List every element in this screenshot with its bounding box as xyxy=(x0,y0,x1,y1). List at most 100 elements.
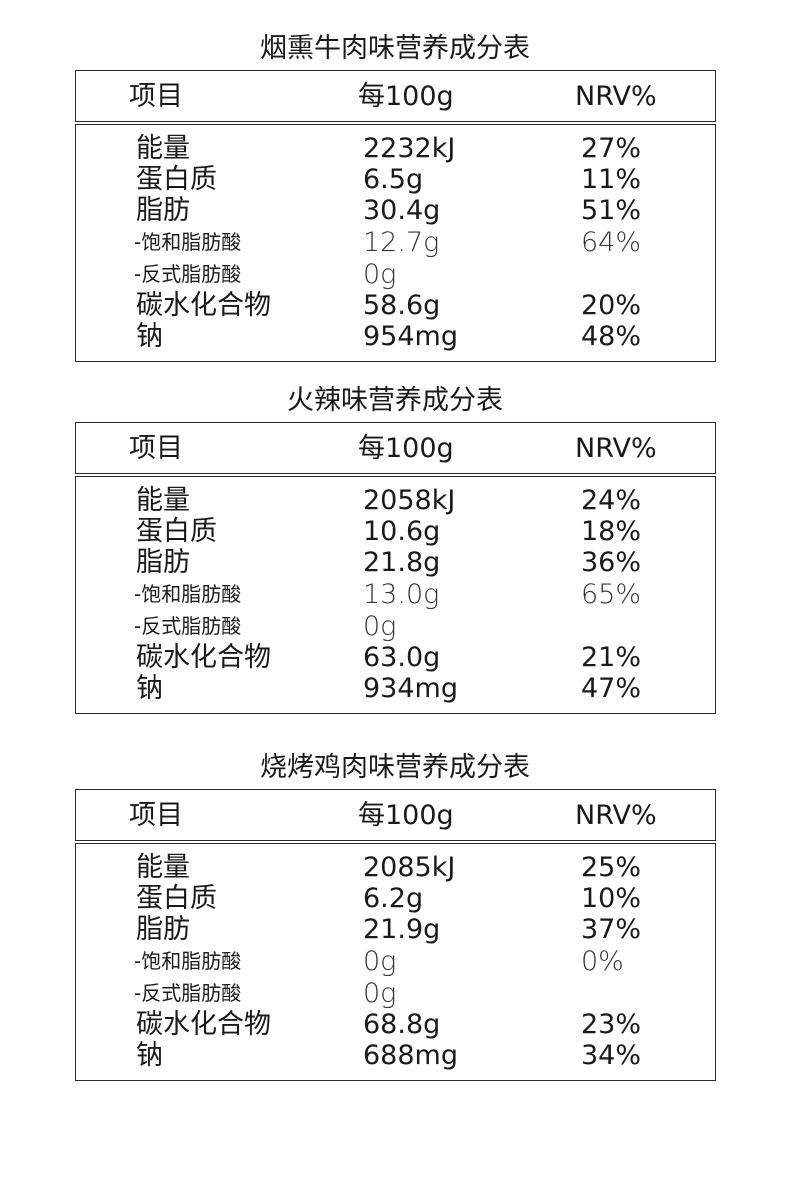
row-nrv: 0% xyxy=(581,946,624,977)
table-row: 脂肪 21.9g 37% xyxy=(76,914,715,945)
row-value: 68.8g xyxy=(363,1009,441,1040)
header-per-100g: 每100g xyxy=(358,800,454,831)
table-header: 项目 每100g NRV% xyxy=(75,789,716,841)
row-name: -饱和脂肪酸 xyxy=(134,949,242,973)
row-nrv: 34% xyxy=(581,1040,642,1071)
table-row: -反式脂肪酸 0g xyxy=(76,611,715,642)
table-row: 能量 2058kJ 24% xyxy=(76,485,715,516)
row-name: 能量 xyxy=(136,485,190,516)
row-value: 10.6g xyxy=(363,516,441,547)
header-nrv: NRV% xyxy=(575,800,657,831)
row-value: 2085kJ xyxy=(363,852,456,883)
row-name: 钠 xyxy=(136,321,163,352)
row-name: 钠 xyxy=(136,673,163,704)
nutrition-table-bbq-chicken: 烧烤鸡肉味营养成分表 项目 每100g NRV% 能量 2085kJ 25% 蛋… xyxy=(0,751,790,1083)
table-body: 能量 2058kJ 24% 蛋白质 10.6g 18% 脂肪 21.8g 36%… xyxy=(75,476,716,714)
row-name: 能量 xyxy=(136,133,190,164)
table-body: 能量 2232kJ 27% 蛋白质 6.5g 11% 脂肪 30.4g 51% … xyxy=(75,124,716,362)
header-nrv: NRV% xyxy=(575,81,657,112)
table-title: 火辣味营养成分表 xyxy=(287,385,503,416)
row-name: 碳水化合物 xyxy=(136,1009,271,1040)
row-value: 21.8g xyxy=(363,547,441,578)
row-name: 脂肪 xyxy=(136,547,190,578)
header-nrv: NRV% xyxy=(575,433,657,464)
row-name: -反式脂肪酸 xyxy=(134,614,242,638)
row-name: -反式脂肪酸 xyxy=(134,981,242,1005)
row-name: 能量 xyxy=(136,852,190,883)
table-row: 脂肪 21.8g 36% xyxy=(76,547,715,578)
row-nrv: 21% xyxy=(581,642,642,673)
row-nrv: 64% xyxy=(581,227,642,258)
row-name: 蛋白质 xyxy=(136,164,217,195)
row-value: 6.2g xyxy=(363,883,424,914)
row-value: 12.7g xyxy=(363,227,440,258)
table-row: 蛋白质 6.2g 10% xyxy=(76,883,715,914)
row-name: 脂肪 xyxy=(136,914,190,945)
header-item: 项目 xyxy=(129,800,183,831)
table-row: 钠 934mg 47% xyxy=(76,673,715,704)
table-row: 碳水化合物 58.6g 20% xyxy=(76,290,715,321)
table-row: 能量 2085kJ 25% xyxy=(76,852,715,883)
row-name: 碳水化合物 xyxy=(136,290,271,321)
table-title: 烧烤鸡肉味营养成分表 xyxy=(260,752,530,783)
row-value: 58.6g xyxy=(363,290,441,321)
row-value: 934mg xyxy=(363,673,458,704)
table-header: 项目 每100g NRV% xyxy=(75,422,716,474)
row-nrv: 36% xyxy=(581,547,642,578)
row-nrv: 27% xyxy=(581,133,642,164)
row-nrv: 23% xyxy=(581,1009,642,1040)
row-value: 954mg xyxy=(363,321,458,352)
row-value: 0g xyxy=(363,611,397,642)
nutrition-table-spicy: 火辣味营养成分表 项目 每100g NRV% 能量 2058kJ 24% 蛋白质… xyxy=(0,384,790,716)
table-row: 蛋白质 6.5g 11% xyxy=(76,164,715,195)
row-value: 688mg xyxy=(363,1040,458,1071)
row-nrv: 20% xyxy=(581,290,642,321)
row-nrv: 10% xyxy=(581,883,642,914)
row-value: 0g xyxy=(363,978,397,1009)
row-name: -反式脂肪酸 xyxy=(134,262,242,286)
header-per-100g: 每100g xyxy=(358,433,454,464)
row-nrv: 51% xyxy=(581,195,642,226)
nutrition-table-smoked-beef: 烟熏牛肉味营养成分表 项目 每100g NRV% 能量 2232kJ 27% 蛋… xyxy=(0,32,790,364)
row-nrv: 65% xyxy=(581,579,642,610)
table-row: 能量 2232kJ 27% xyxy=(76,133,715,164)
row-nrv: 37% xyxy=(581,914,642,945)
table-row: -饱和脂肪酸 0g 0% xyxy=(76,946,715,977)
row-nrv: 11% xyxy=(581,164,642,195)
row-name: -饱和脂肪酸 xyxy=(134,582,242,606)
table-row: 钠 954mg 48% xyxy=(76,321,715,352)
row-nrv: 24% xyxy=(581,485,642,516)
table-row: 脂肪 30.4g 51% xyxy=(76,195,715,226)
row-nrv: 25% xyxy=(581,852,642,883)
row-value: 6.5g xyxy=(363,164,424,195)
row-value: 21.9g xyxy=(363,914,441,945)
row-nrv: 48% xyxy=(581,321,642,352)
header-item: 项目 xyxy=(129,81,183,112)
table-row: 碳水化合物 68.8g 23% xyxy=(76,1009,715,1040)
table-title: 烟熏牛肉味营养成分表 xyxy=(260,33,530,64)
row-value: 0g xyxy=(363,259,397,290)
table-body: 能量 2085kJ 25% 蛋白质 6.2g 10% 脂肪 21.9g 37% … xyxy=(75,843,716,1081)
table-row: -反式脂肪酸 0g xyxy=(76,259,715,290)
table-row: -饱和脂肪酸 12.7g 64% xyxy=(76,227,715,258)
table-row: 碳水化合物 63.0g 21% xyxy=(76,642,715,673)
table-row: -饱和脂肪酸 13.0g 65% xyxy=(76,579,715,610)
table-row: -反式脂肪酸 0g xyxy=(76,978,715,1009)
row-value: 2232kJ xyxy=(363,133,456,164)
row-nrv: 18% xyxy=(581,516,642,547)
row-name: 钠 xyxy=(136,1040,163,1071)
row-value: 0g xyxy=(363,946,397,977)
table-header: 项目 每100g NRV% xyxy=(75,70,716,122)
row-value: 30.4g xyxy=(363,195,441,226)
table-row: 钠 688mg 34% xyxy=(76,1040,715,1071)
row-name: 蛋白质 xyxy=(136,883,217,914)
row-value: 63.0g xyxy=(363,642,441,673)
row-name: -饱和脂肪酸 xyxy=(134,230,242,254)
row-nrv: 47% xyxy=(581,673,642,704)
row-name: 蛋白质 xyxy=(136,516,217,547)
row-name: 碳水化合物 xyxy=(136,642,271,673)
row-value: 2058kJ xyxy=(363,485,456,516)
header-per-100g: 每100g xyxy=(358,81,454,112)
row-value: 13.0g xyxy=(363,579,440,610)
header-item: 项目 xyxy=(129,433,183,464)
